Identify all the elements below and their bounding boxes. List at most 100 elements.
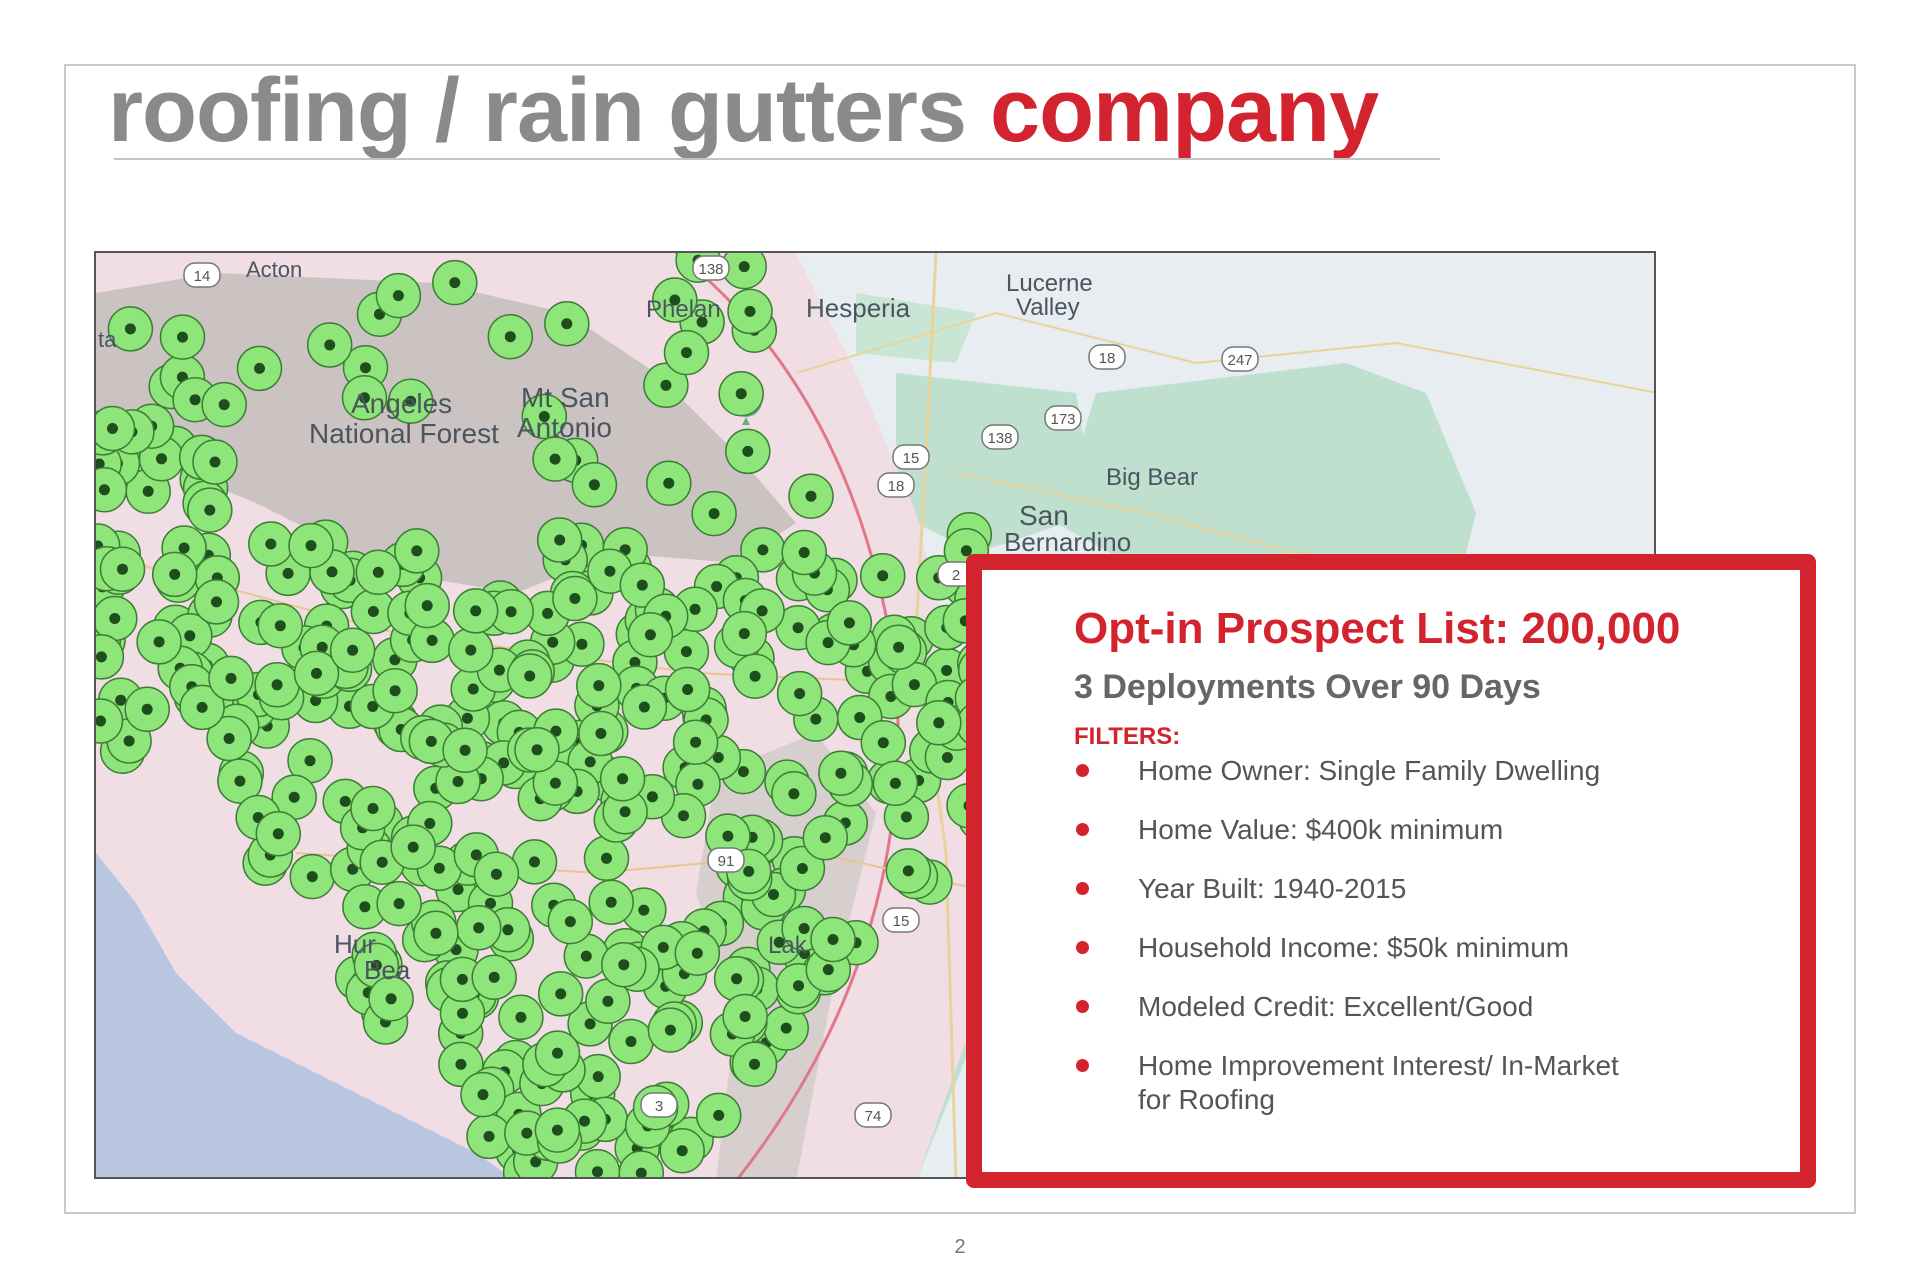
prospect-marker bbox=[608, 1018, 654, 1065]
map-place-label: Angeles bbox=[351, 388, 452, 419]
map-place-label: Acton bbox=[246, 257, 302, 282]
prospect-marker bbox=[534, 1030, 581, 1076]
prospect-marker bbox=[387, 378, 434, 424]
filter-item: Household Income: $50k minimum bbox=[1074, 931, 1694, 965]
prospect-marker bbox=[721, 610, 768, 657]
map-place-label: Lak bbox=[768, 932, 808, 959]
filter-text: Home Improvement Interest/ In-Market bbox=[1138, 1050, 1619, 1081]
prospect-marker bbox=[404, 582, 450, 629]
filter-item: Home Value: $400k minimum bbox=[1074, 813, 1694, 847]
prospect-marker bbox=[521, 393, 568, 440]
prospect-marker bbox=[151, 551, 198, 598]
bullet-dot-icon bbox=[1076, 1000, 1089, 1013]
prospect-marker bbox=[452, 588, 499, 634]
route-number: 2 bbox=[952, 567, 960, 584]
prospect-marker bbox=[722, 993, 768, 1040]
map-place-label: ta bbox=[98, 327, 117, 352]
map-place-label: Mt San bbox=[521, 382, 610, 413]
prospect-marker bbox=[390, 824, 436, 870]
prospect-marker bbox=[208, 655, 254, 702]
prospect-marker bbox=[618, 1150, 665, 1177]
route-shield-icon: 18 bbox=[1088, 344, 1126, 370]
route-shields: 14 138 18 247 173 138 18 15 15 91 74 2 3 bbox=[183, 255, 1259, 1128]
title-red-part: company bbox=[990, 61, 1379, 161]
slide-title: roofing / rain gutters company bbox=[108, 61, 1379, 161]
prospect-marker bbox=[289, 853, 336, 900]
filter-item: Modeled Credit: Excellent/Good bbox=[1074, 990, 1694, 1024]
prospect-marker bbox=[99, 546, 146, 592]
bullet-dot-icon bbox=[1076, 764, 1089, 777]
prospect-marker bbox=[511, 839, 558, 885]
map-place-label: Lucerne bbox=[1006, 270, 1093, 297]
prospect-marker bbox=[487, 313, 534, 360]
prospect-marker bbox=[771, 771, 817, 817]
route-shield-icon: 74 bbox=[854, 1102, 892, 1128]
bullet-dot-icon bbox=[1076, 941, 1089, 954]
route-number: 247 bbox=[1227, 352, 1252, 369]
prospect-marker bbox=[802, 814, 849, 861]
prospect-marker bbox=[576, 662, 622, 709]
prospect-marker bbox=[368, 976, 414, 1022]
prospect-marker bbox=[583, 835, 630, 882]
prospect-marker bbox=[578, 710, 624, 757]
prospect-marker bbox=[664, 666, 711, 713]
bullet-dot-icon bbox=[1076, 1059, 1089, 1072]
filters-heading: FILTERS: bbox=[1074, 723, 1181, 750]
route-shield-icon: 18 bbox=[877, 472, 915, 498]
prospect-info-card: Opt-in Prospect List: 200,000 3 Deployme… bbox=[966, 554, 1816, 1188]
prospect-marker bbox=[672, 719, 719, 765]
title-gray-part: roofing / rain gutters bbox=[108, 61, 967, 161]
prospect-marker bbox=[619, 562, 666, 608]
prospect-marker bbox=[788, 473, 834, 519]
prospect-marker bbox=[329, 627, 376, 673]
route-number: 91 bbox=[718, 853, 735, 870]
map-place-label: Antonio bbox=[517, 412, 612, 443]
route-number: 15 bbox=[903, 450, 920, 467]
card-subtitle: 3 Deployments Over 90 Days bbox=[1074, 668, 1541, 706]
prospect-marker bbox=[187, 487, 233, 533]
prospect-marker bbox=[460, 1071, 506, 1118]
prospect-marker bbox=[647, 1007, 694, 1053]
route-shield-icon: 138 bbox=[981, 424, 1019, 450]
prospect-marker bbox=[413, 910, 459, 957]
prospect-marker bbox=[206, 715, 252, 762]
prospect-marker bbox=[674, 930, 721, 976]
prospect-marker bbox=[776, 670, 823, 717]
prospect-marker bbox=[537, 971, 584, 1017]
prospect-marker bbox=[663, 329, 710, 376]
page-number: 2 bbox=[954, 1236, 966, 1258]
map-place-label: Big Bear bbox=[1106, 464, 1198, 491]
prospect-marker bbox=[779, 845, 826, 892]
prospect-marker bbox=[602, 788, 648, 835]
prospect-marker bbox=[96, 634, 125, 680]
route-shield-icon: 173 bbox=[1044, 405, 1082, 431]
prospect-marker bbox=[159, 314, 206, 360]
route-shield-icon: 91 bbox=[707, 847, 745, 873]
prospect-marker bbox=[236, 345, 283, 392]
route-number: 138 bbox=[987, 430, 1012, 447]
prospect-marker bbox=[448, 627, 494, 673]
prospect-marker bbox=[375, 272, 422, 319]
route-shield-icon: 15 bbox=[892, 444, 930, 470]
prospect-marker bbox=[599, 756, 646, 802]
route-number: 74 bbox=[865, 1108, 882, 1125]
prospect-map: Hesperia Lucerne Valley Phelan Angeles Nation… bbox=[94, 251, 1656, 1179]
prospect-marker bbox=[179, 684, 225, 731]
prospect-marker bbox=[471, 954, 517, 1001]
prospect-marker bbox=[532, 436, 578, 482]
prospect-marker bbox=[408, 718, 455, 765]
route-number: 138 bbox=[698, 261, 723, 278]
prospect-marker bbox=[248, 521, 294, 567]
filter-text-continued: for Roofing bbox=[1138, 1084, 1275, 1115]
filter-text: Household Income: $50k minimum bbox=[1138, 932, 1570, 963]
prospect-marker bbox=[532, 760, 579, 806]
prospect-marker bbox=[341, 375, 388, 421]
prospect-marker bbox=[547, 898, 594, 945]
prospect-marker bbox=[725, 428, 771, 475]
prospect-marker bbox=[293, 650, 340, 697]
filter-list: Home Owner: Single Family Dwelling Home V… bbox=[1074, 754, 1694, 1142]
filter-text: Home Owner: Single Family Dwelling bbox=[1138, 755, 1601, 786]
prospect-marker bbox=[96, 595, 138, 642]
card-title: Opt-in Prospect List: 200,000 bbox=[1074, 604, 1681, 653]
